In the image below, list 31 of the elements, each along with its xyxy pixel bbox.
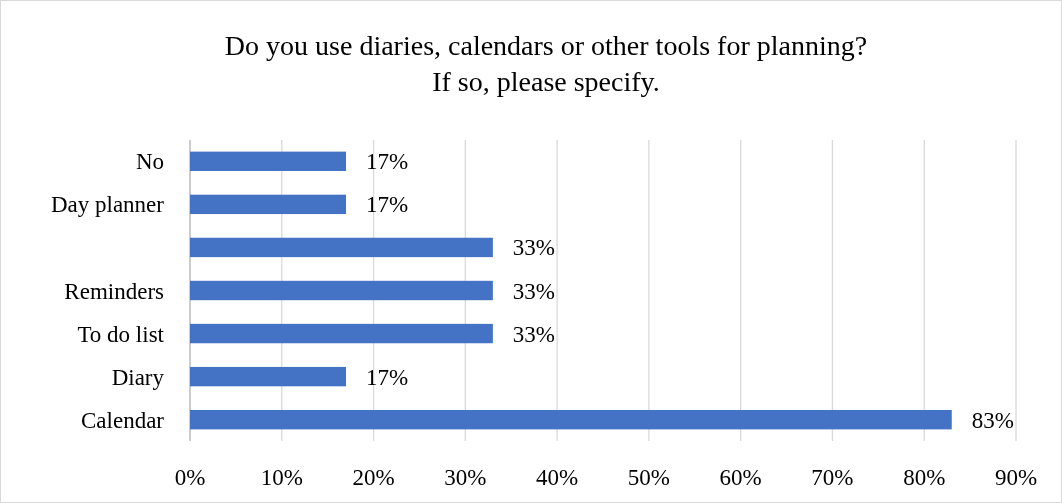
bar: [190, 237, 493, 258]
y-tick-label: Reminders: [64, 278, 165, 304]
chart-title: Do you use diaries, calendars or other tools for planning? If so, please specify.: [224, 30, 868, 97]
x-tick-label: 80%: [903, 465, 946, 490]
data-label: 33%: [512, 278, 556, 304]
x-tick-label: 60%: [719, 465, 762, 490]
x-tick-label: 10%: [260, 465, 303, 490]
y-tick-label: Day planner: [50, 192, 165, 218]
x-tick-label: 20%: [352, 465, 395, 490]
x-tick-label: 40%: [536, 465, 579, 490]
x-tick-label: 30%: [444, 465, 487, 490]
data-label: 17%: [366, 192, 409, 218]
bar: [190, 151, 347, 171]
x-tick-label: 0%: [174, 465, 206, 490]
y-tick-label: Calendar: [80, 407, 165, 433]
data-label: 83%: [971, 407, 1014, 433]
data-label: 33%: [512, 321, 556, 347]
data-label: 33%: [512, 235, 556, 261]
y-tick-label: To do list: [77, 321, 165, 347]
bar: [190, 323, 493, 344]
bar: [190, 194, 347, 215]
bar: [190, 280, 493, 301]
x-tick-label: 90%: [994, 465, 1038, 490]
data-label: 17%: [366, 364, 409, 390]
bar: [190, 410, 952, 430]
x-tick-label: 50%: [627, 465, 670, 490]
y-tick-label: No: [135, 149, 164, 175]
y-tick-label: Diary: [111, 364, 165, 390]
x-tick-label: 70%: [811, 465, 854, 490]
data-label: 17%: [366, 149, 409, 175]
bar: [190, 366, 347, 387]
